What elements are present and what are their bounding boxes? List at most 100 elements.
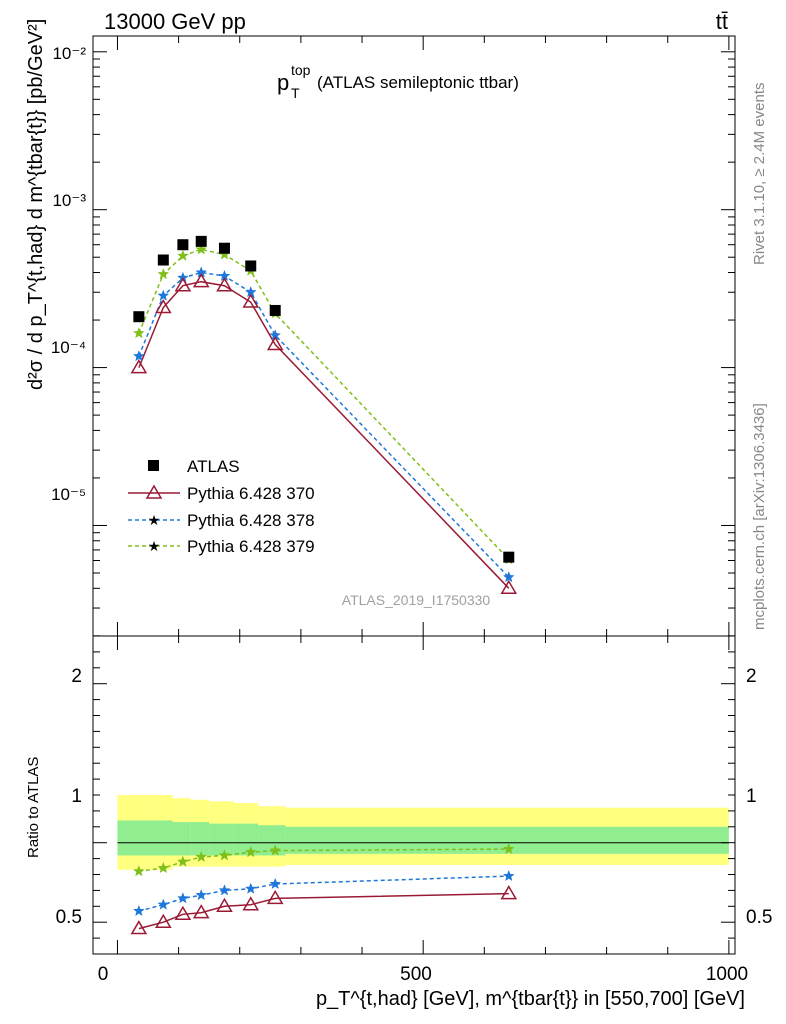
legend-label-atlas: ATLAS — [187, 457, 240, 476]
ratio-marker-p370-6 — [266, 889, 284, 905]
plot-title-sup: top — [291, 62, 311, 78]
main-points — [130, 235, 518, 595]
main-marker-p370-4 — [216, 277, 233, 292]
main-marker-p370-2 — [174, 277, 192, 292]
legend-marker-p370 — [145, 484, 163, 499]
ratio-y-label: Ratio to ATLAS — [25, 757, 42, 858]
header-left: 13000 GeV pp — [104, 9, 246, 34]
main-marker-p379-0 — [132, 327, 145, 339]
x-tick-label-1: 500 — [400, 964, 432, 985]
band-inner-2 — [172, 822, 191, 856]
main-y-tick-label-0: 10⁻⁵ — [51, 485, 86, 504]
ratio-y-tick-label-right-2: 2 — [746, 666, 757, 687]
plot-title-sub: T — [291, 85, 300, 101]
plot-title-base: p — [277, 70, 289, 95]
ratio-marker-p378-2 — [176, 892, 189, 904]
ratio-y-tick-label-left-0: 0.5 — [56, 907, 82, 928]
ratio-marker-p370-5 — [242, 896, 260, 911]
ratio-points — [130, 842, 518, 935]
ratio-marker-p378-1 — [157, 898, 170, 910]
plot-title: p top T (ATLAS semileptonic ttbar) — [277, 62, 519, 101]
ratio-marker-p370-7 — [500, 885, 518, 900]
band-inner-1 — [148, 820, 173, 856]
ratio-marker-p379-0 — [132, 865, 145, 877]
ratio-marker-p370-0 — [130, 920, 148, 935]
ratio-marker-p378-4 — [218, 884, 231, 896]
ratio-marker-p370-2 — [174, 905, 192, 920]
x-axis-label: p_T^{t,had} [GeV], m^{tbar{t}} in [550,7… — [316, 988, 745, 1010]
atlas-data-point-6 — [269, 304, 281, 316]
main-marker-p379-3 — [195, 243, 208, 255]
ratio-marker-p379-7 — [502, 842, 515, 855]
ratio-marker-p370-3 — [192, 904, 210, 919]
legend-entry-p379: ★ Pythia 6.428 379 — [128, 537, 315, 556]
ratio-y-tick-label-left-2: 2 — [71, 666, 82, 687]
main-marker-p378-0 — [132, 350, 145, 362]
ratio-marker-p379-2 — [176, 855, 189, 867]
atlas-data-point-4 — [218, 242, 230, 254]
legend-entry-p378: ★ Pythia 6.428 378 — [128, 511, 315, 530]
analysis-watermark: ATLAS_2019_I1750330 — [342, 592, 491, 608]
ratio-marker-p379-1 — [157, 861, 170, 874]
ratio-marker-p378-3 — [195, 888, 208, 901]
band-inner-3 — [190, 822, 210, 856]
main-marker-p370-5 — [242, 293, 260, 308]
ratio-frame — [92, 635, 736, 955]
header-right: tt̄ — [716, 9, 728, 34]
main-marker-p370-0 — [130, 359, 148, 374]
main-marker-p370-6 — [266, 336, 284, 351]
plot-title-rest: (ATLAS semileptonic ttbar) — [317, 73, 519, 92]
main-marker-p370-7 — [500, 579, 518, 595]
main-line-p370 — [138, 280, 510, 589]
main-marker-p378-1 — [157, 289, 170, 301]
legend-marker-p379: ★ — [148, 538, 161, 554]
ratio-marker-p378-0 — [132, 904, 145, 917]
ratio-marker-p379-3 — [195, 850, 208, 863]
main-marker-p370-1 — [155, 299, 172, 314]
ratio-marker-p379-6 — [269, 844, 282, 856]
atlas-data-point-0 — [133, 311, 145, 323]
legend-label-p379: Pythia 6.428 379 — [187, 537, 315, 556]
ratio-marker-p379-4 — [218, 849, 231, 861]
ratio-line-p370 — [138, 892, 509, 930]
side-text-bottom: mcplots.cern.ch [arXiv:1306.3436] — [751, 403, 768, 630]
band-inner-0 — [117, 820, 149, 856]
ratio-marker-p379-5 — [244, 846, 257, 858]
legend-entry-p370: Pythia 6.428 370 — [128, 484, 315, 503]
atlas-data-point-5 — [245, 260, 257, 272]
ratio-line-p378 — [138, 875, 509, 912]
ratio-panel: 0.5 1 2 0.5 1 2 — [56, 635, 772, 955]
ratio-ticks — [93, 635, 735, 954]
legend-label-p370: Pythia 6.428 370 — [187, 484, 315, 503]
main-ticks — [93, 36, 735, 637]
main-marker-p379-1 — [157, 268, 170, 280]
legend-label-p378: Pythia 6.428 378 — [187, 511, 315, 530]
side-text-top: Rivet 3.1.10, ≥ 2.4M events — [751, 83, 768, 266]
band-inner-5 — [233, 823, 259, 856]
ratio-bands — [117, 795, 729, 870]
ratio-y-tick-label-right-0: 0.5 — [746, 907, 772, 928]
main-line-p378 — [138, 271, 510, 578]
x-tick-label-0: 0 — [98, 964, 109, 985]
atlas-data-point-3 — [195, 235, 207, 247]
ratio-marker-p378-6 — [269, 877, 282, 890]
legend-entry-atlas: ATLAS — [148, 457, 240, 476]
atlas-data-point-2 — [177, 239, 189, 251]
ratio-marker-p370-4 — [216, 897, 233, 913]
atlas-data-point-1 — [157, 254, 169, 266]
main-panel: 10⁻⁵ 10⁻⁴ 10⁻³ 10⁻² — [51, 35, 736, 637]
main-y-label: d²σ / d p_T^{t,had} d m^{tbar{t}} [pb/Ge… — [25, 19, 47, 390]
main-y-tick-label-3: 10⁻² — [52, 44, 86, 63]
ratio-y-tick-label-left-1: 1 — [71, 786, 82, 807]
x-tick-label-2: 1000 — [706, 964, 748, 985]
atlas-data-point-7 — [503, 551, 515, 563]
main-marker-p378-7 — [502, 571, 515, 583]
legend-marker-atlas — [148, 460, 159, 471]
band-inner-4 — [209, 823, 234, 856]
legend-marker-p378: ★ — [148, 512, 161, 528]
main-marker-p370-3 — [192, 273, 210, 288]
ratio-marker-p370-1 — [155, 913, 172, 928]
main-y-tick-label-1: 10⁻⁴ — [51, 338, 86, 357]
ratio-y-tick-label-right-1: 1 — [746, 786, 757, 807]
